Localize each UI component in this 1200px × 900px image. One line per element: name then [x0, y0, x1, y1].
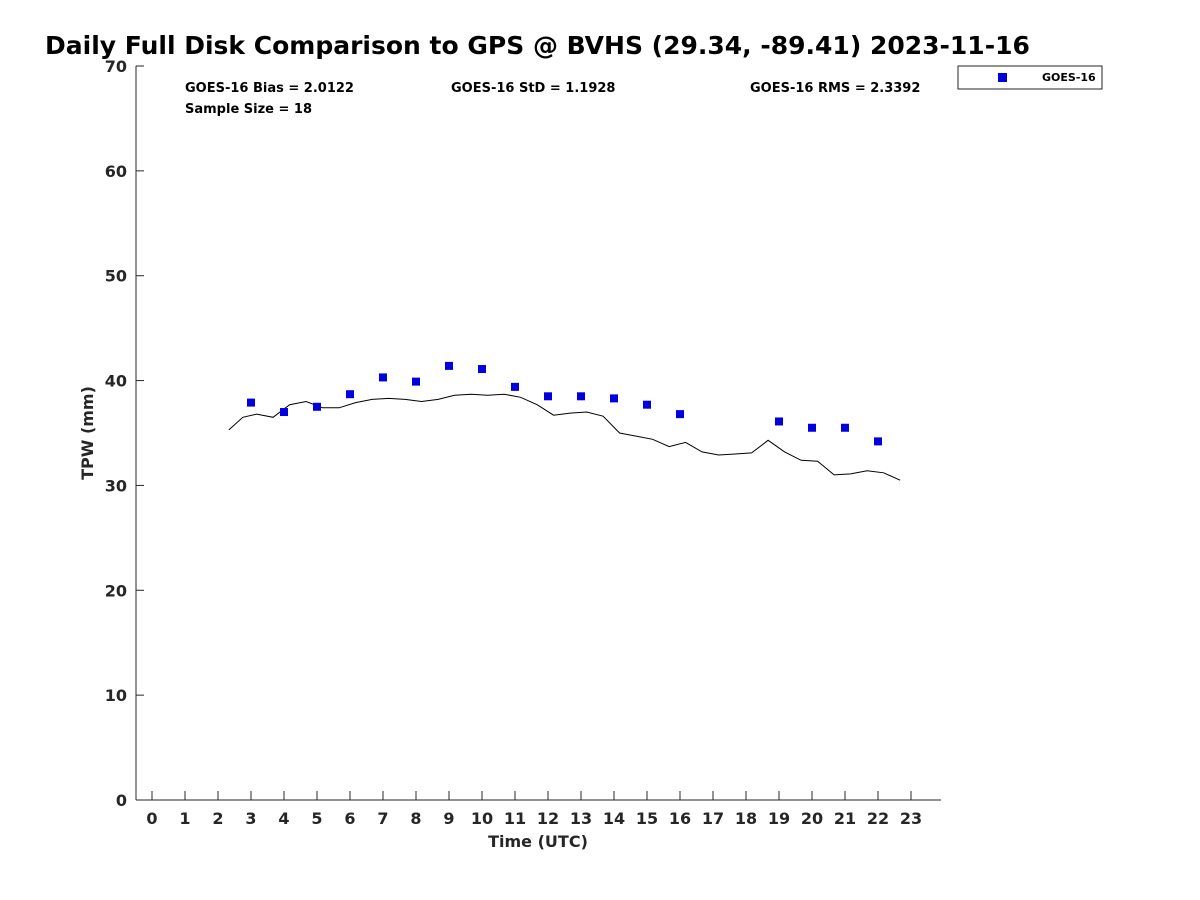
- x-axis-label: Time (UTC): [488, 832, 588, 851]
- legend-box: [957, 65, 1103, 90]
- x-tick-label: 3: [245, 809, 256, 828]
- x-tick-label: 13: [570, 809, 592, 828]
- y-axis-label: TPW (mm): [78, 386, 97, 480]
- std-stat: GOES-16 StD = 1.1928: [451, 81, 615, 96]
- x-tick-label: 4: [278, 809, 289, 828]
- x-tick-label: 22: [867, 809, 889, 828]
- x-tick-label: 12: [537, 809, 559, 828]
- goes16-marker: [247, 398, 255, 407]
- bias-stat: GOES-16 Bias = 2.0122: [185, 81, 354, 96]
- goes16-marker: [544, 392, 552, 401]
- goes16-marker: [445, 361, 453, 370]
- x-tick-label: 21: [834, 809, 856, 828]
- x-tick-label: 2: [212, 809, 223, 828]
- x-tick-label: 0: [146, 809, 157, 828]
- goes16-marker: [643, 400, 651, 409]
- y-tick-label: 10: [105, 686, 127, 705]
- goes16-marker: [379, 373, 387, 382]
- goes16-marker: [610, 394, 618, 403]
- x-tick-label: 1: [179, 809, 190, 828]
- gps-tpw-line: [228, 393, 901, 481]
- x-tick-label: 9: [443, 809, 454, 828]
- x-tick-label: 5: [311, 809, 322, 828]
- y-tick-label: 0: [116, 791, 127, 810]
- x-tick-label: 23: [900, 809, 922, 828]
- goes16-marker: [478, 365, 486, 374]
- x-tick-label: 20: [801, 809, 823, 828]
- gps-line-series: [228, 393, 901, 481]
- y-tick-label: 50: [105, 267, 127, 286]
- x-tick-label: 17: [702, 809, 724, 828]
- x-tick-label: 16: [669, 809, 691, 828]
- legend: GOES-16: [957, 65, 1103, 90]
- rms-stat: GOES-16 RMS = 2.3392: [750, 81, 920, 96]
- x-tick-label: 8: [410, 809, 421, 828]
- sample-size-stat: Sample Size = 18: [185, 102, 312, 117]
- goes16-marker: [874, 437, 882, 446]
- goes16-marker: [676, 410, 684, 419]
- x-tick-label: 15: [636, 809, 658, 828]
- goes16-marker: [577, 392, 585, 401]
- goes16-marker: [412, 377, 420, 386]
- goes16-marker-series: [247, 361, 882, 446]
- x-ticks: 0 1 2 3 4 5 6 7 8 9 10 11 12 13 14 15 16 17 18 19 20 21 22 23: [146, 791, 922, 828]
- x-tick-label: 18: [735, 809, 757, 828]
- x-tick-label: 7: [377, 809, 388, 828]
- y-tick-label: 30: [105, 476, 127, 495]
- goes16-marker: [808, 423, 816, 432]
- x-tick-label: 6: [344, 809, 355, 828]
- goes16-marker: [346, 390, 354, 399]
- goes16-marker: [775, 417, 783, 426]
- y-tick-label: 60: [105, 162, 127, 181]
- goes16-marker: [313, 402, 321, 411]
- y-tick-label: 70: [105, 57, 127, 76]
- goes16-marker: [280, 408, 288, 417]
- legend-marker: [998, 73, 1007, 82]
- y-ticks: 0 10 20 30 40 50 60 70: [105, 57, 144, 810]
- x-tick-label: 14: [603, 809, 625, 828]
- y-tick-label: 20: [105, 581, 127, 600]
- goes16-marker: [841, 423, 849, 432]
- legend-label: GOES-16: [1042, 71, 1096, 84]
- chart-title: Daily Full Disk Comparison to GPS @ BVHS…: [45, 31, 1030, 60]
- x-tick-label: 10: [471, 809, 493, 828]
- x-tick-label: 11: [504, 809, 526, 828]
- goes16-marker: [511, 382, 519, 391]
- axes: [135, 66, 941, 801]
- y-tick-label: 40: [105, 372, 127, 391]
- x-tick-label: 19: [768, 809, 790, 828]
